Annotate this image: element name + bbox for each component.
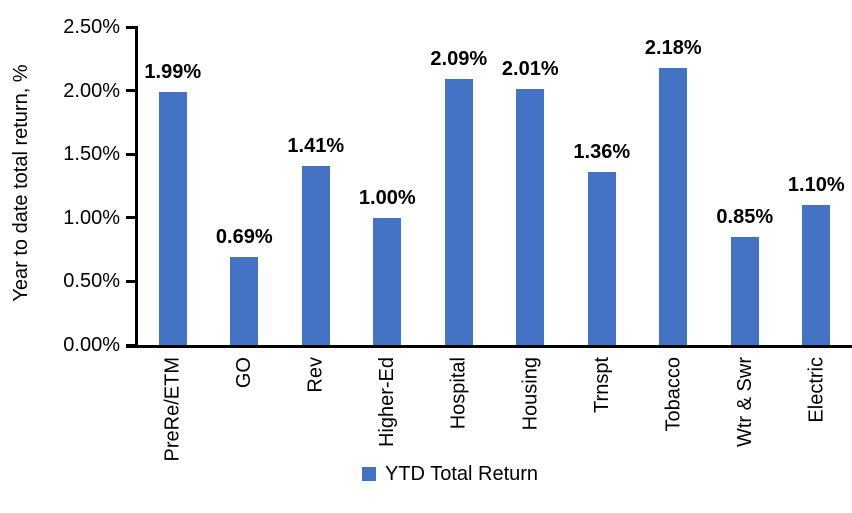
bar — [444, 79, 473, 345]
bar — [659, 67, 688, 345]
bar — [587, 172, 616, 345]
y-axis-tick-label: 2.50% — [63, 16, 120, 38]
x-axis-tick-label: Rev — [304, 357, 327, 393]
y-axis-tick-label: 0.50% — [63, 270, 120, 293]
x-axis-line — [126, 345, 852, 348]
y-axis-tick-label: 2.00% — [63, 79, 120, 102]
x-axis-tick-label: Hospital — [447, 357, 470, 430]
y-axis-tick-label: 1.50% — [63, 143, 120, 166]
bar — [730, 236, 759, 345]
y-axis-tick-label: 1.00% — [63, 206, 120, 229]
bar — [516, 89, 545, 345]
bar-value-label: 2.09% — [430, 48, 488, 71]
bar-value-label: 1.36% — [573, 141, 631, 163]
bar-value-label: 2.01% — [501, 58, 559, 81]
x-axis-tick-label: Housing — [519, 357, 542, 431]
legend: YTD Total Return — [362, 460, 538, 488]
x-axis-tick-label: Electric — [805, 357, 828, 423]
y-axis-line — [135, 26, 138, 348]
y-axis-tick-label: 0.00% — [63, 334, 120, 356]
bar — [230, 257, 259, 345]
bar-value-label: 1.00% — [358, 186, 416, 209]
x-axis-tick-label: Tobacco — [662, 357, 685, 432]
bar-value-label: 1.10% — [787, 174, 845, 197]
legend-swatch — [362, 467, 376, 481]
x-axis-tick-label: Wtr & Swr — [733, 357, 756, 447]
x-axis-tick-label: GO — [233, 357, 256, 389]
bar-value-label: 1.99% — [144, 60, 202, 83]
y-axis-tick — [126, 152, 135, 156]
y-axis-tick — [126, 89, 135, 93]
bar — [802, 205, 831, 345]
bar — [373, 217, 402, 345]
legend-label: YTD Total Return — [385, 462, 539, 485]
bar-value-label: 2.18% — [644, 36, 702, 59]
y-axis-tick — [126, 25, 135, 29]
bar-value-label: 0.69% — [215, 226, 273, 249]
bar — [301, 165, 330, 345]
x-axis-tick-label: Trnspt — [590, 357, 613, 413]
y-axis-tick — [126, 216, 135, 220]
bar-value-label: 0.85% — [716, 205, 774, 228]
y-axis-tick — [126, 279, 135, 283]
bar-value-label: 1.41% — [287, 134, 345, 157]
x-axis-tick-label: Higher-Ed — [376, 357, 399, 448]
bar — [158, 91, 187, 345]
x-axis-tick-label: PreRe/ETM — [161, 357, 184, 462]
